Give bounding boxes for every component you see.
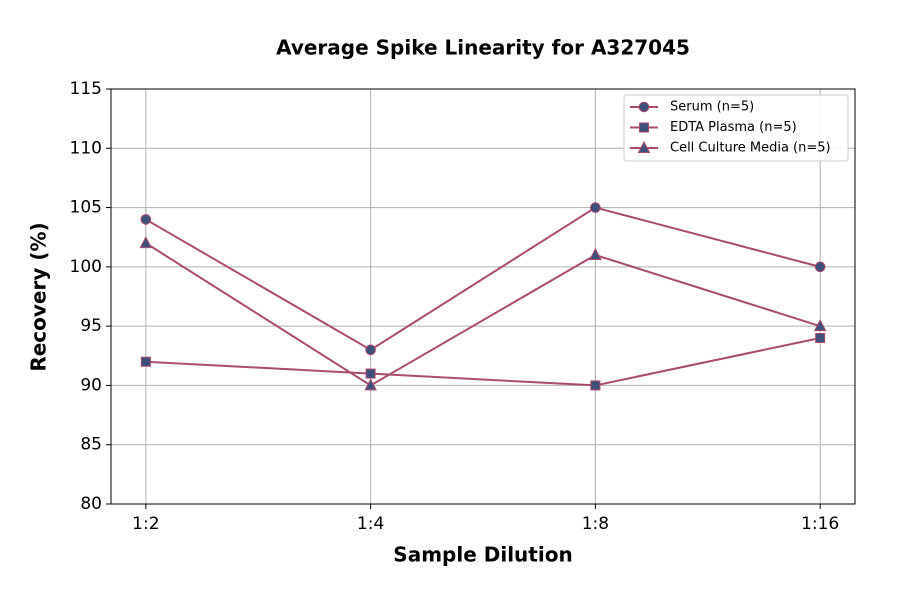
x-tick-label: 1:8 (582, 514, 609, 534)
data-point (364, 378, 377, 391)
y-tick-label: 115 (70, 79, 102, 99)
legend-label: Serum (n=5) (670, 100, 754, 115)
series-line (145, 337, 821, 387)
legend-marker (637, 140, 651, 153)
data-point (814, 261, 826, 273)
y-tick-label: 100 (70, 257, 102, 277)
data-point (139, 236, 153, 249)
data-point (815, 333, 826, 343)
y-tick-label: 80 (80, 494, 102, 514)
legend: Serum (n=5) EDTA Plasma (n=5) Cell Culture… (623, 94, 849, 162)
data-point (140, 356, 151, 367)
y-axis-label: Recovery (%) (27, 222, 51, 371)
data-point (365, 368, 376, 379)
y-tick-label: 90 (80, 375, 102, 395)
x-tick-label: 1:2 (132, 514, 159, 534)
data-point (140, 214, 152, 225)
x-tick-label: 1:16 (801, 514, 839, 534)
data-point (590, 202, 601, 213)
legend-marker (639, 122, 649, 133)
y-tick-label: 110 (70, 138, 102, 158)
data-point (590, 380, 601, 391)
y-tick-label: 105 (70, 198, 102, 218)
data-point (589, 247, 602, 260)
data-point (365, 344, 376, 356)
y-tick-label: 95 (80, 316, 102, 336)
chart-title: Average Spike Linearity for A327045 (276, 36, 690, 60)
data-point (813, 319, 827, 332)
x-tick-label: 1:4 (357, 514, 384, 534)
series-line (145, 242, 821, 387)
x-axis-label: Sample Dilution (393, 543, 572, 567)
legend-frame (623, 94, 849, 162)
legend-label: EDTA Plasma (n=5) (670, 120, 797, 135)
legend-label: Cell Culture Media (n=5) (670, 141, 831, 156)
legend-marker (638, 101, 650, 113)
plot-frame (110, 88, 856, 505)
series-line (145, 206, 821, 352)
y-tick-label: 85 (80, 435, 102, 455)
